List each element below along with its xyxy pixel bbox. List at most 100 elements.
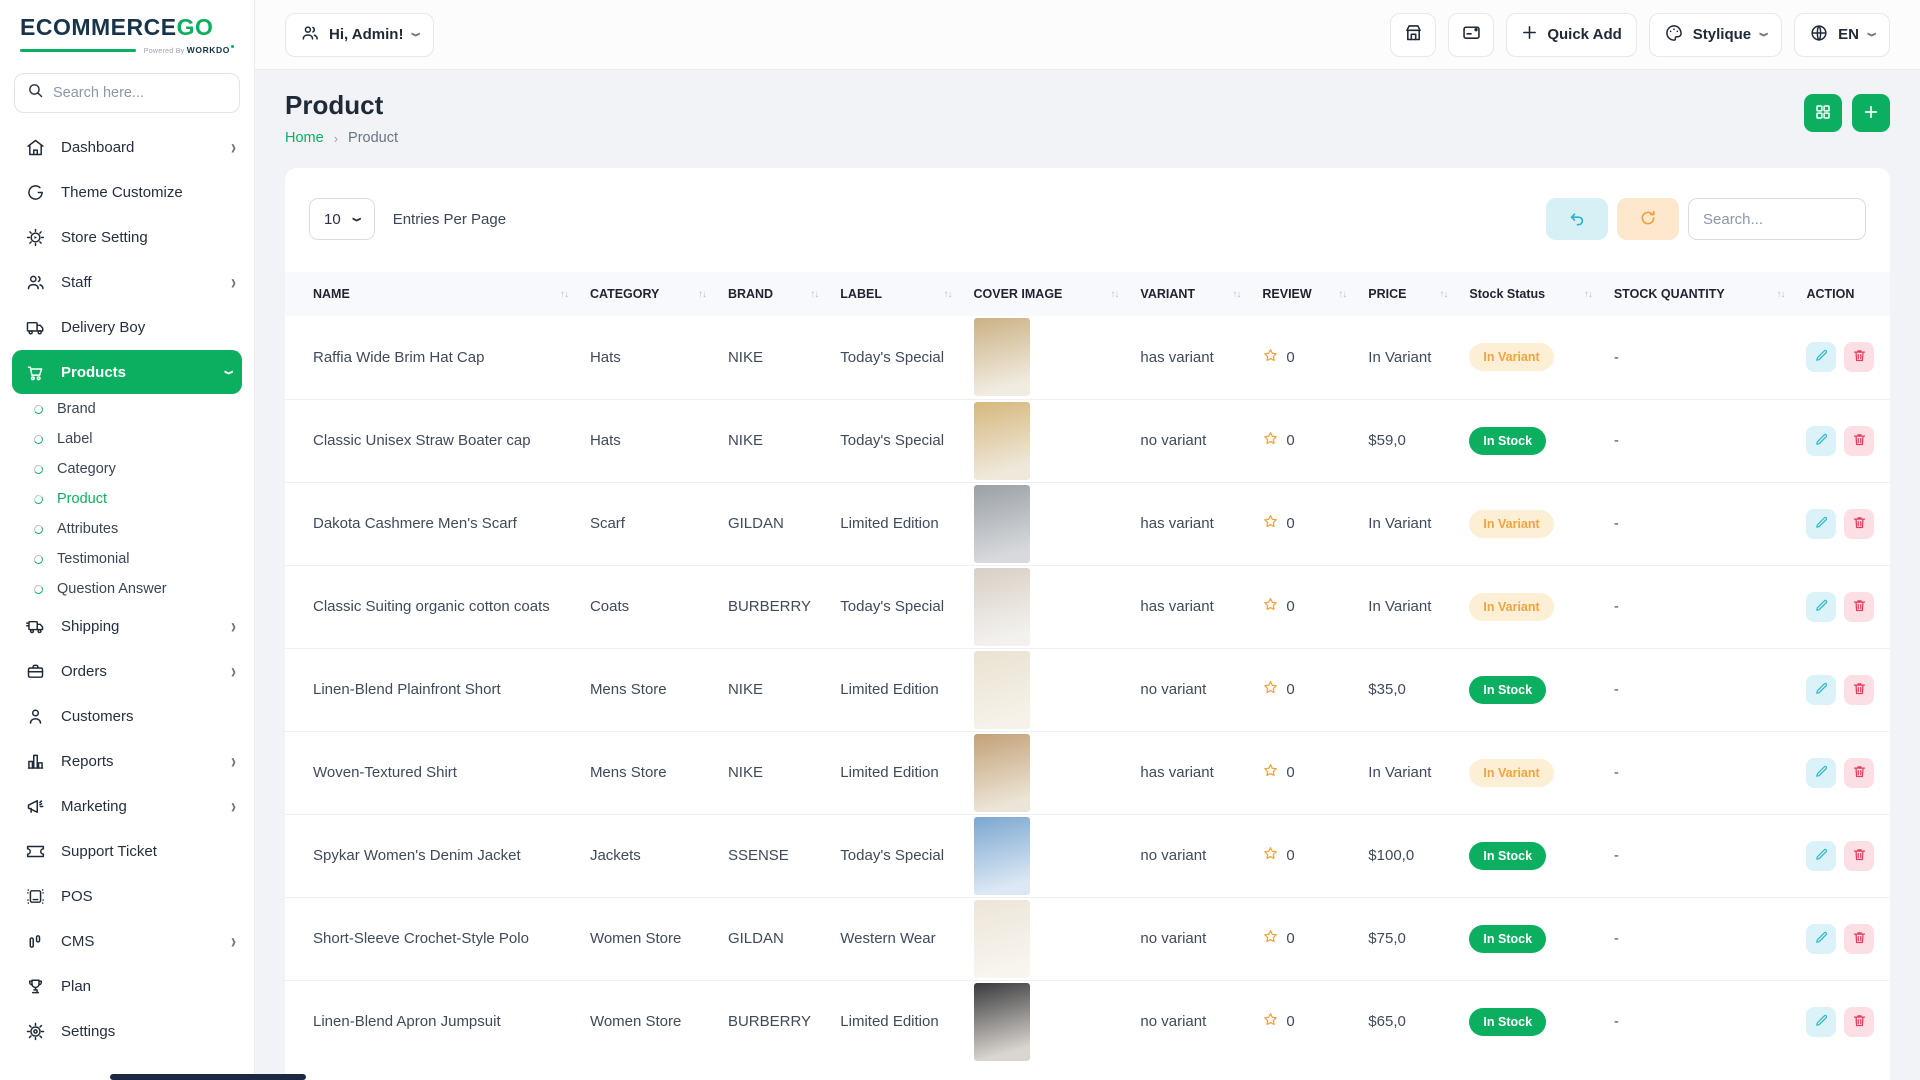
sidebar-item-cms[interactable]: CMS ›: [0, 919, 254, 964]
delete-button[interactable]: [1844, 840, 1875, 871]
edit-button[interactable]: [1806, 757, 1837, 788]
sort-icon[interactable]: ↑↓: [1232, 288, 1241, 300]
sort-icon[interactable]: ↑↓: [943, 288, 953, 300]
sidebar-item-marketing[interactable]: Marketing ›: [0, 784, 254, 829]
gear-icon: [24, 1021, 46, 1043]
variant-cell: no variant: [1132, 398, 1255, 482]
column-header-name[interactable]: NAME ↑↓: [285, 272, 582, 316]
sidebar-subitem-label: Label: [57, 431, 93, 447]
edit-button[interactable]: [1806, 425, 1837, 456]
undo-button[interactable]: [1546, 198, 1608, 240]
sidebar-item-products[interactable]: Products ›: [12, 350, 242, 394]
product-row: Dakota Cashmere Men's Scarf Scarf GILDAN Li…: [285, 481, 1890, 565]
sidebar-item-label: Customers: [61, 708, 134, 725]
quick-add-button[interactable]: Quick Add: [1506, 12, 1637, 57]
edit-button[interactable]: [1806, 923, 1837, 954]
delete-button[interactable]: [1844, 757, 1875, 788]
label-cell: Limited Edition: [832, 979, 966, 1063]
edit-button[interactable]: [1806, 1006, 1837, 1037]
sort-icon[interactable]: ↑↓: [1110, 288, 1119, 300]
column-header-variant[interactable]: VARIANT ↑↓: [1132, 272, 1255, 316]
edit-button[interactable]: [1806, 840, 1837, 871]
sidebar-subitem-question-answer[interactable]: Question Answer: [0, 574, 254, 604]
sidebar-item-shipping[interactable]: Shipping ›: [0, 604, 254, 649]
sidebar-subitem-attributes[interactable]: Attributes: [0, 514, 254, 544]
stock-status-badge: In Stock: [1469, 1007, 1547, 1036]
product-cover-image[interactable]: [973, 484, 1030, 563]
user-menu-button[interactable]: Hi, Admin! ›: [285, 12, 435, 57]
sidebar-item-plan[interactable]: Plan: [0, 964, 254, 1009]
product-cover-image[interactable]: [973, 567, 1030, 646]
sidebar-subitem-product[interactable]: Product: [0, 484, 254, 514]
sort-icon[interactable]: ↑↓: [1776, 288, 1785, 300]
edit-button[interactable]: [1806, 342, 1837, 373]
column-header-brand[interactable]: BRAND ↑↓: [719, 272, 833, 316]
delete-button[interactable]: [1844, 674, 1875, 705]
horizontal-scrollbar-thumb[interactable]: [110, 1074, 306, 1080]
sort-icon[interactable]: ↑↓: [1583, 288, 1593, 300]
column-header-category[interactable]: CATEGORY ↑↓: [581, 272, 720, 316]
column-header-label[interactable]: LABEL ↑↓: [832, 272, 966, 316]
delete-button[interactable]: [1844, 425, 1875, 456]
messages-button[interactable]: [1448, 12, 1495, 57]
sidebar-item-settings[interactable]: Settings: [0, 1009, 254, 1054]
sidebar-item-delivery-boy[interactable]: Delivery Boy: [0, 305, 254, 350]
sidebar-item-staff[interactable]: Staff ›: [0, 260, 254, 305]
sidebar-search-input[interactable]: [53, 85, 227, 101]
theme-style-button[interactable]: Stylique ›: [1648, 12, 1783, 57]
label-cell: Today's Special: [832, 564, 966, 648]
product-cover-image[interactable]: [973, 816, 1030, 895]
edit-button[interactable]: [1806, 508, 1837, 539]
storefront-button[interactable]: [1390, 12, 1437, 57]
delete-button[interactable]: [1844, 342, 1875, 373]
sidebar-item-pos[interactable]: POS: [0, 874, 254, 919]
column-header-stock-quantity[interactable]: STOCK QUANTITY ↑↓: [1605, 272, 1799, 316]
delete-button[interactable]: [1844, 591, 1875, 622]
add-product-button[interactable]: [1852, 94, 1890, 132]
sidebar-subitem-label[interactable]: Label: [0, 424, 254, 454]
product-cover-image[interactable]: [973, 401, 1030, 480]
product-cover-image[interactable]: [973, 318, 1030, 397]
sidebar-subitem-label: Category: [57, 461, 116, 477]
refresh-button[interactable]: [1617, 198, 1679, 240]
edit-button[interactable]: [1806, 674, 1837, 705]
sort-icon[interactable]: ↑↓: [810, 288, 819, 300]
sort-icon[interactable]: ↑↓: [559, 288, 569, 300]
sidebar-item-support-ticket[interactable]: Support Ticket: [0, 829, 254, 874]
sidebar-subitem-category[interactable]: Category: [0, 454, 254, 484]
powered-by-label: Powered By: [143, 48, 185, 55]
sidebar-subitem-testimonial[interactable]: Testimonial: [0, 544, 254, 574]
column-header-review[interactable]: REVIEW ↑↓: [1254, 272, 1361, 316]
sidebar-item-customers[interactable]: Customers: [0, 694, 254, 739]
grid-view-button[interactable]: [1804, 94, 1842, 132]
review-cell: 0: [1254, 896, 1361, 980]
delete-button[interactable]: [1844, 508, 1875, 539]
brand-logo[interactable]: ECOMMERCEGO Powered By WORKDO: [0, 0, 254, 61]
sort-icon[interactable]: ↑↓: [1338, 288, 1347, 300]
delete-button[interactable]: [1844, 1006, 1875, 1037]
delete-button[interactable]: [1844, 923, 1875, 954]
cover-image-cell: [965, 730, 1133, 814]
column-header-price[interactable]: PRICE ↑↓: [1360, 272, 1462, 316]
product-cover-image[interactable]: [973, 650, 1030, 729]
sidebar-item-orders[interactable]: Orders ›: [0, 649, 254, 694]
product-cover-image[interactable]: [973, 733, 1030, 812]
product-cover-image[interactable]: [973, 899, 1030, 978]
product-cover-image[interactable]: [973, 982, 1030, 1061]
breadcrumb-home-link[interactable]: Home: [285, 130, 324, 146]
language-button[interactable]: EN ›: [1794, 12, 1890, 57]
sidebar-subitem-brand[interactable]: Brand: [0, 394, 254, 424]
column-header-cover-image[interactable]: COVER IMAGE ↑↓: [965, 272, 1133, 316]
sidebar-item-theme-customize[interactable]: Theme Customize: [0, 170, 254, 215]
table-search-input[interactable]: [1688, 198, 1866, 240]
sort-icon[interactable]: ↑↓: [1439, 288, 1448, 300]
edit-button[interactable]: [1806, 591, 1837, 622]
entries-per-page-select[interactable]: 10 ›: [309, 198, 375, 240]
sidebar-item-store-setting[interactable]: Store Setting: [0, 215, 254, 260]
column-header-stock-status[interactable]: Stock Status ↑↓: [1461, 272, 1606, 316]
sidebar-search[interactable]: [14, 73, 240, 113]
sort-icon[interactable]: ↑↓: [697, 288, 707, 300]
sidebar-item-reports[interactable]: Reports ›: [0, 739, 254, 784]
stock-status-badge: In Stock: [1469, 924, 1547, 953]
sidebar-item-dashboard[interactable]: Dashboard ›: [0, 125, 254, 170]
